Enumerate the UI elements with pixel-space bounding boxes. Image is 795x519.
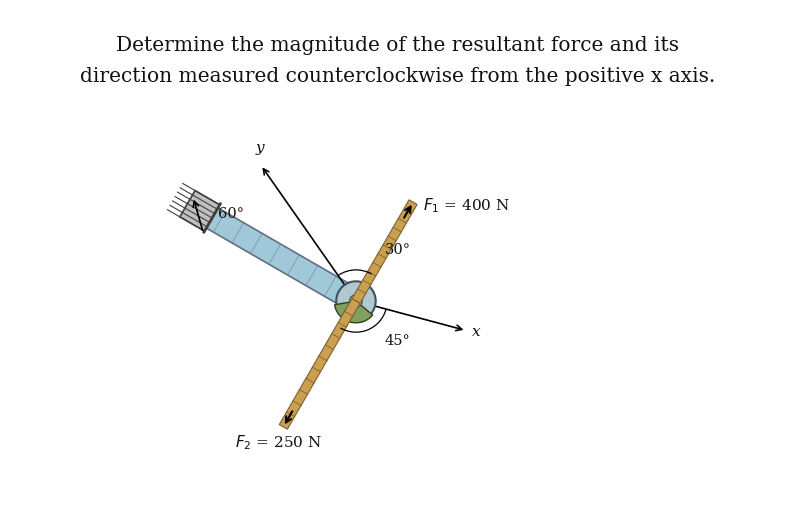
Wedge shape	[335, 301, 373, 323]
Polygon shape	[180, 190, 219, 231]
Polygon shape	[279, 299, 360, 429]
Text: $F_1$ = 400 N: $F_1$ = 400 N	[424, 196, 510, 215]
Text: Determine the magnitude of the resultant force and its: Determine the magnitude of the resultant…	[116, 36, 679, 56]
Text: y: y	[255, 141, 264, 155]
Text: $F_2$ = 250 N: $F_2$ = 250 N	[235, 434, 322, 453]
Text: 45°: 45°	[385, 334, 410, 348]
Text: direction measured counterclockwise from the positive x axis.: direction measured counterclockwise from…	[80, 67, 716, 87]
Polygon shape	[352, 200, 417, 303]
Circle shape	[336, 281, 376, 321]
Polygon shape	[207, 208, 362, 311]
Text: 60°: 60°	[219, 207, 244, 221]
Circle shape	[350, 295, 363, 307]
Text: 30°: 30°	[385, 243, 410, 257]
Text: x: x	[471, 325, 480, 339]
